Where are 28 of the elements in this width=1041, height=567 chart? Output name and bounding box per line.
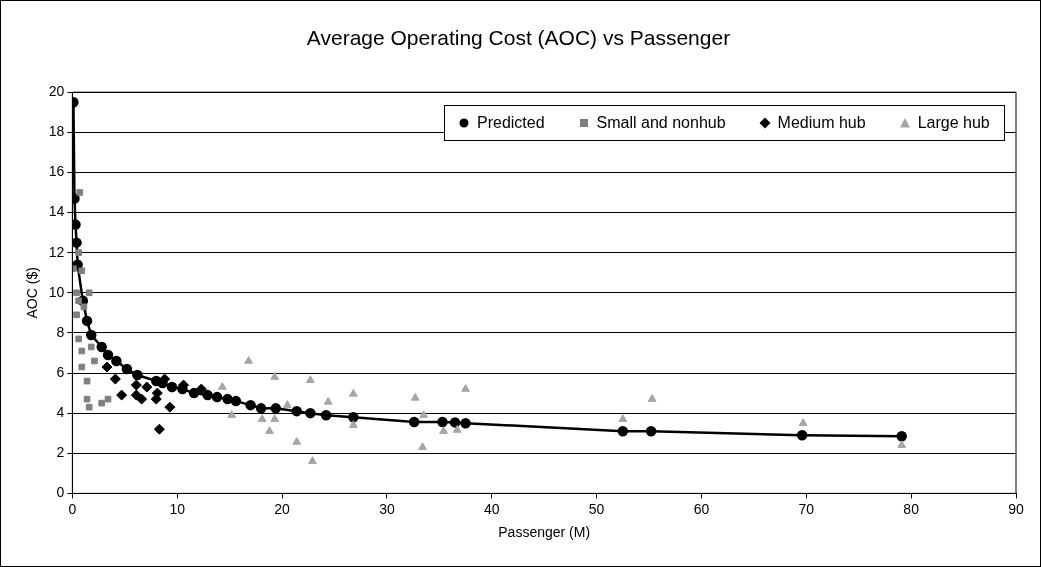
x-tick-label: 70 [798,500,815,517]
y-tick-label: 14 [48,203,65,220]
legend-label: Predicted [477,114,545,133]
y-tick-label: 12 [48,243,65,260]
y-tick-label: 20 [48,83,65,100]
x-tick-label: 0 [68,500,77,517]
x-tick-label: 20 [274,500,291,517]
x-tick-label: 40 [483,500,500,517]
x-tick-label: 90 [1008,500,1024,517]
x-axis-title: Passenger (M) [498,524,591,541]
x-tick-label: 60 [693,500,710,517]
y-tick-label: 10 [48,283,65,300]
x-tick-label: 30 [379,500,395,517]
legend-label: Large hub [917,114,990,133]
y-tick-label: 4 [56,404,65,421]
y-tick-label: 16 [48,163,65,180]
y-tick-label: 8 [56,323,65,340]
chart-title: Average Operating Cost (AOC) vs Passenger [306,26,731,50]
y-tick-label: 0 [56,484,65,501]
legend-label: Small and nonhub [596,114,726,133]
y-tick-label: 18 [48,123,65,140]
x-tick-label: 50 [588,500,605,517]
y-tick-label: 6 [56,363,65,380]
legend-label: Medium hub [777,114,866,133]
x-tick-label: 10 [169,500,186,517]
x-tick-label: 80 [903,500,920,517]
y-axis-title: AOC ($) [24,267,41,319]
y-tick-label: 2 [56,444,65,461]
